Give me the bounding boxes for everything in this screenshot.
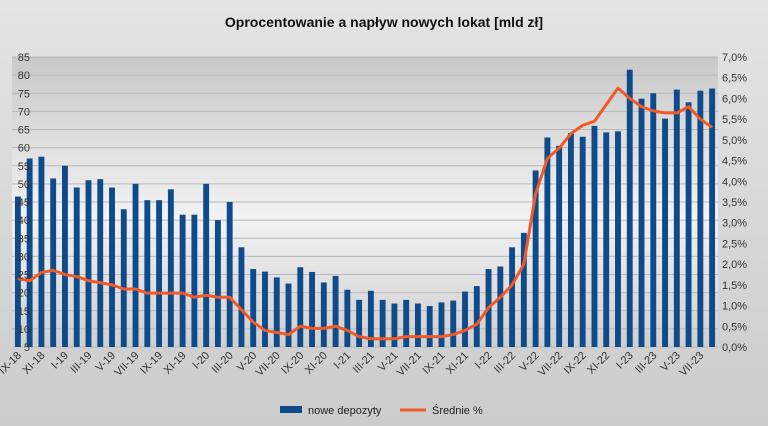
bar-VIII-23 (709, 88, 716, 347)
bar-XI-21 (462, 291, 468, 347)
right-tick-label: 3,0% (722, 218, 747, 230)
bar-X-19 (167, 189, 174, 347)
bar-VIII-19 (144, 200, 151, 347)
bar-I-19 (62, 165, 68, 347)
bar-II-20 (214, 220, 221, 347)
right-tick-label: 4,5% (722, 156, 747, 168)
bar-IV-21 (379, 299, 386, 347)
left-tick-label: 50 (18, 179, 30, 191)
left-tick-label: 40 (18, 215, 30, 227)
bar-X-22 (591, 125, 598, 347)
bar-IX-21 (438, 302, 445, 347)
right-tick-label: 4,0% (722, 176, 747, 188)
right-tick-label: 1,0% (722, 301, 747, 313)
right-tick-label: 7,0% (722, 52, 747, 64)
bar-XI-19 (179, 214, 186, 347)
bar-XII-21 (473, 286, 480, 347)
bar-VIII-21 (426, 306, 433, 347)
left-tick-label: 5 (24, 342, 30, 354)
bar-XII-19 (191, 214, 198, 347)
bar-III-23 (650, 93, 657, 347)
bar-VII-22 (556, 145, 563, 347)
right-tick-label: 5,5% (722, 114, 747, 126)
bar-XI-18 (38, 156, 45, 347)
bar-IV-19 (97, 179, 104, 347)
left-tick-label: 45 (18, 197, 30, 209)
left-tick-label: 60 (18, 143, 30, 155)
bar-II-21 (356, 299, 363, 347)
left-tick-label: 10 (18, 324, 30, 336)
right-tick-label: 2,5% (722, 238, 747, 250)
right-tick-label: 5,0% (722, 135, 747, 147)
bar-III-21 (367, 290, 374, 347)
bar-X-18 (26, 158, 33, 347)
right-tick-label: 0,5% (722, 321, 747, 333)
right-tick-label: 1,5% (722, 280, 747, 292)
left-tick-label: 70 (18, 106, 30, 118)
bar-VII-20 (273, 277, 280, 347)
left-tick-label: 20 (18, 288, 30, 300)
bar-IV-23 (662, 118, 668, 347)
left-tick-label: 85 (18, 52, 30, 64)
bar-VI-19 (120, 209, 127, 347)
left-tick-label: 30 (18, 251, 30, 263)
bar-VI-20 (262, 271, 268, 347)
right-tick-label: 6,5% (722, 73, 747, 85)
bar-VI-22 (544, 137, 551, 347)
legend-label-line: Średnie % (432, 404, 483, 417)
right-tick-label: 6,0% (722, 93, 747, 105)
bar-VI-23 (685, 102, 692, 347)
bar-XI-20 (320, 282, 327, 347)
bar-X-21 (450, 300, 457, 347)
bar-V-20 (250, 269, 257, 347)
bar-VII-23 (697, 90, 704, 348)
bar-V-22 (532, 170, 539, 347)
bar-XI-22 (603, 132, 610, 347)
bar-VII-21 (415, 303, 421, 347)
left-tick-label: 25 (18, 270, 30, 282)
legend-swatch-bars (280, 406, 302, 413)
bar-IX-22 (579, 136, 586, 347)
bar-IX-18 (14, 196, 21, 347)
bar-XII-18 (50, 178, 57, 347)
bar-XII-20 (332, 275, 339, 347)
left-tick-label: 55 (18, 161, 30, 173)
bar-VIII-22 (567, 133, 574, 347)
bar-VIII-20 (285, 283, 292, 347)
legend: nowe depozyty Średnie % (280, 404, 483, 417)
right-tick-label: 0,0% (722, 342, 747, 354)
chart-title: Oprocentowanie a napływ nowych lokat [ml… (225, 14, 543, 30)
bar-VI-21 (403, 299, 410, 347)
bar-I-20 (203, 183, 210, 347)
bar-I-23 (626, 69, 633, 347)
bar-I-21 (344, 289, 351, 347)
right-tick-label: 2,0% (722, 259, 747, 271)
bar-III-22 (509, 247, 516, 347)
left-tick-label: 15 (18, 306, 30, 318)
bar-IX-20 (297, 267, 304, 347)
legend-label-bars: nowe depozyty (308, 405, 382, 417)
line-srednie (17, 86, 713, 341)
left-tick-label: 65 (18, 125, 30, 137)
bar-IV-20 (238, 247, 245, 347)
bar-IV-22 (520, 232, 527, 347)
bar-VII-19 (132, 183, 139, 347)
bar-XII-22 (615, 131, 621, 347)
bar-V-21 (391, 303, 398, 347)
bar-II-19 (73, 187, 80, 347)
bar-X-20 (309, 271, 315, 347)
left-tick-label: 80 (18, 70, 30, 82)
bar-II-23 (638, 98, 645, 347)
bar-III-19 (85, 180, 92, 347)
left-tick-label: 35 (18, 233, 30, 245)
bar-V-19 (109, 187, 115, 347)
left-tick-label: 75 (18, 88, 30, 100)
bar-III-20 (226, 202, 233, 347)
bar-IX-19 (156, 200, 163, 347)
bar-II-22 (497, 266, 504, 347)
right-tick-label: 3,5% (722, 197, 747, 209)
bar-V-23 (673, 89, 680, 347)
